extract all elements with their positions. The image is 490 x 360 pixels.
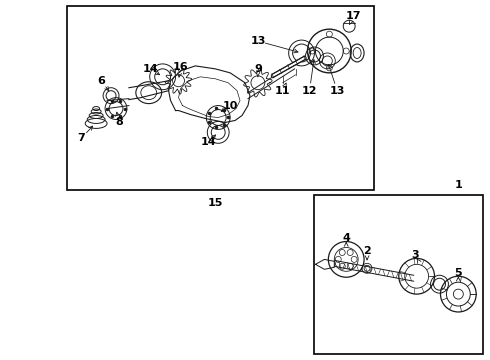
Text: 17: 17	[345, 11, 361, 21]
Text: 13: 13	[330, 86, 345, 96]
Text: 15: 15	[208, 198, 223, 208]
Text: 12: 12	[302, 86, 317, 96]
Text: 4: 4	[343, 233, 350, 243]
Text: 2: 2	[363, 247, 371, 256]
Text: 10: 10	[222, 100, 238, 111]
Text: 8: 8	[115, 117, 123, 127]
Text: 1: 1	[454, 180, 462, 190]
Text: 6: 6	[97, 76, 105, 86]
Text: 7: 7	[77, 133, 85, 143]
Text: 11: 11	[275, 86, 291, 96]
Text: 5: 5	[455, 268, 462, 278]
Polygon shape	[169, 66, 250, 122]
Text: 9: 9	[254, 64, 262, 74]
Text: 14: 14	[143, 64, 159, 74]
Bar	[315, 195, 483, 354]
Polygon shape	[316, 260, 334, 269]
Text: 16: 16	[172, 62, 188, 72]
Bar	[68, 6, 374, 190]
Text: 14: 14	[200, 137, 216, 147]
Text: 13: 13	[250, 36, 266, 46]
Text: 3: 3	[411, 251, 418, 260]
